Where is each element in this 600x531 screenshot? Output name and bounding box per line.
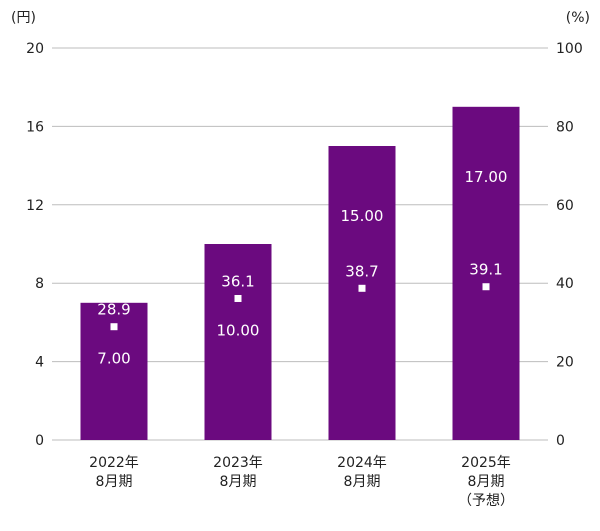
left-tick-label: 4 — [35, 355, 44, 371]
left-tick-label: 8 — [35, 276, 44, 292]
category-label: 8月期 — [220, 474, 257, 490]
right-tick-label: 60 — [556, 198, 574, 214]
ratio-value-label: 36.1 — [221, 272, 254, 290]
right-tick-label: 40 — [556, 276, 574, 292]
category-label: （予想） — [458, 493, 514, 509]
ratio-value-label: 38.7 — [345, 262, 378, 280]
ratio-marker — [482, 283, 490, 291]
bar-value-label: 17.00 — [465, 168, 508, 186]
bar-layer — [80, 106, 520, 441]
left-tick-label: 0 — [35, 433, 44, 449]
bar-value-label: 7.00 — [97, 350, 130, 368]
left-tick-label: 12 — [26, 198, 44, 214]
ratio-marker — [234, 294, 242, 302]
category-label: 2023年 — [213, 455, 263, 471]
bar — [204, 244, 272, 440]
right-tick-label: 80 — [556, 119, 574, 135]
bar-value-label: 10.00 — [217, 321, 260, 339]
right-axis-unit: (%) — [566, 10, 590, 26]
category-label: 8月期 — [468, 474, 505, 490]
category-label: 2022年 — [89, 455, 139, 471]
right-tick-label: 20 — [556, 355, 574, 371]
ratio-value-label: 39.1 — [469, 261, 502, 279]
ratio-marker — [110, 323, 118, 331]
left-tick-label: 20 — [26, 41, 44, 57]
ratio-value-label: 28.9 — [97, 301, 130, 319]
category-label: 8月期 — [96, 474, 133, 490]
category-label: 2024年 — [337, 455, 387, 471]
axis-layer: (円) (%) 0 0 4 20 8 40 12 60 16 80 20 100 2022年 8月期 202… — [11, 10, 590, 509]
bar — [328, 146, 396, 440]
right-tick-label: 100 — [556, 41, 583, 57]
label-layer: 7.00 28.9 10.00 36.1 15.00 38.7 17.00 39.1 — [97, 168, 507, 368]
ratio-marker — [358, 284, 366, 292]
right-tick-label: 0 — [556, 433, 565, 449]
category-label: 8月期 — [344, 474, 381, 490]
left-axis-unit: (円) — [11, 10, 36, 26]
bar — [452, 106, 520, 441]
bar-value-label: 15.00 — [341, 207, 384, 225]
category-label: 2025年 — [461, 455, 511, 471]
left-tick-label: 16 — [26, 119, 44, 135]
